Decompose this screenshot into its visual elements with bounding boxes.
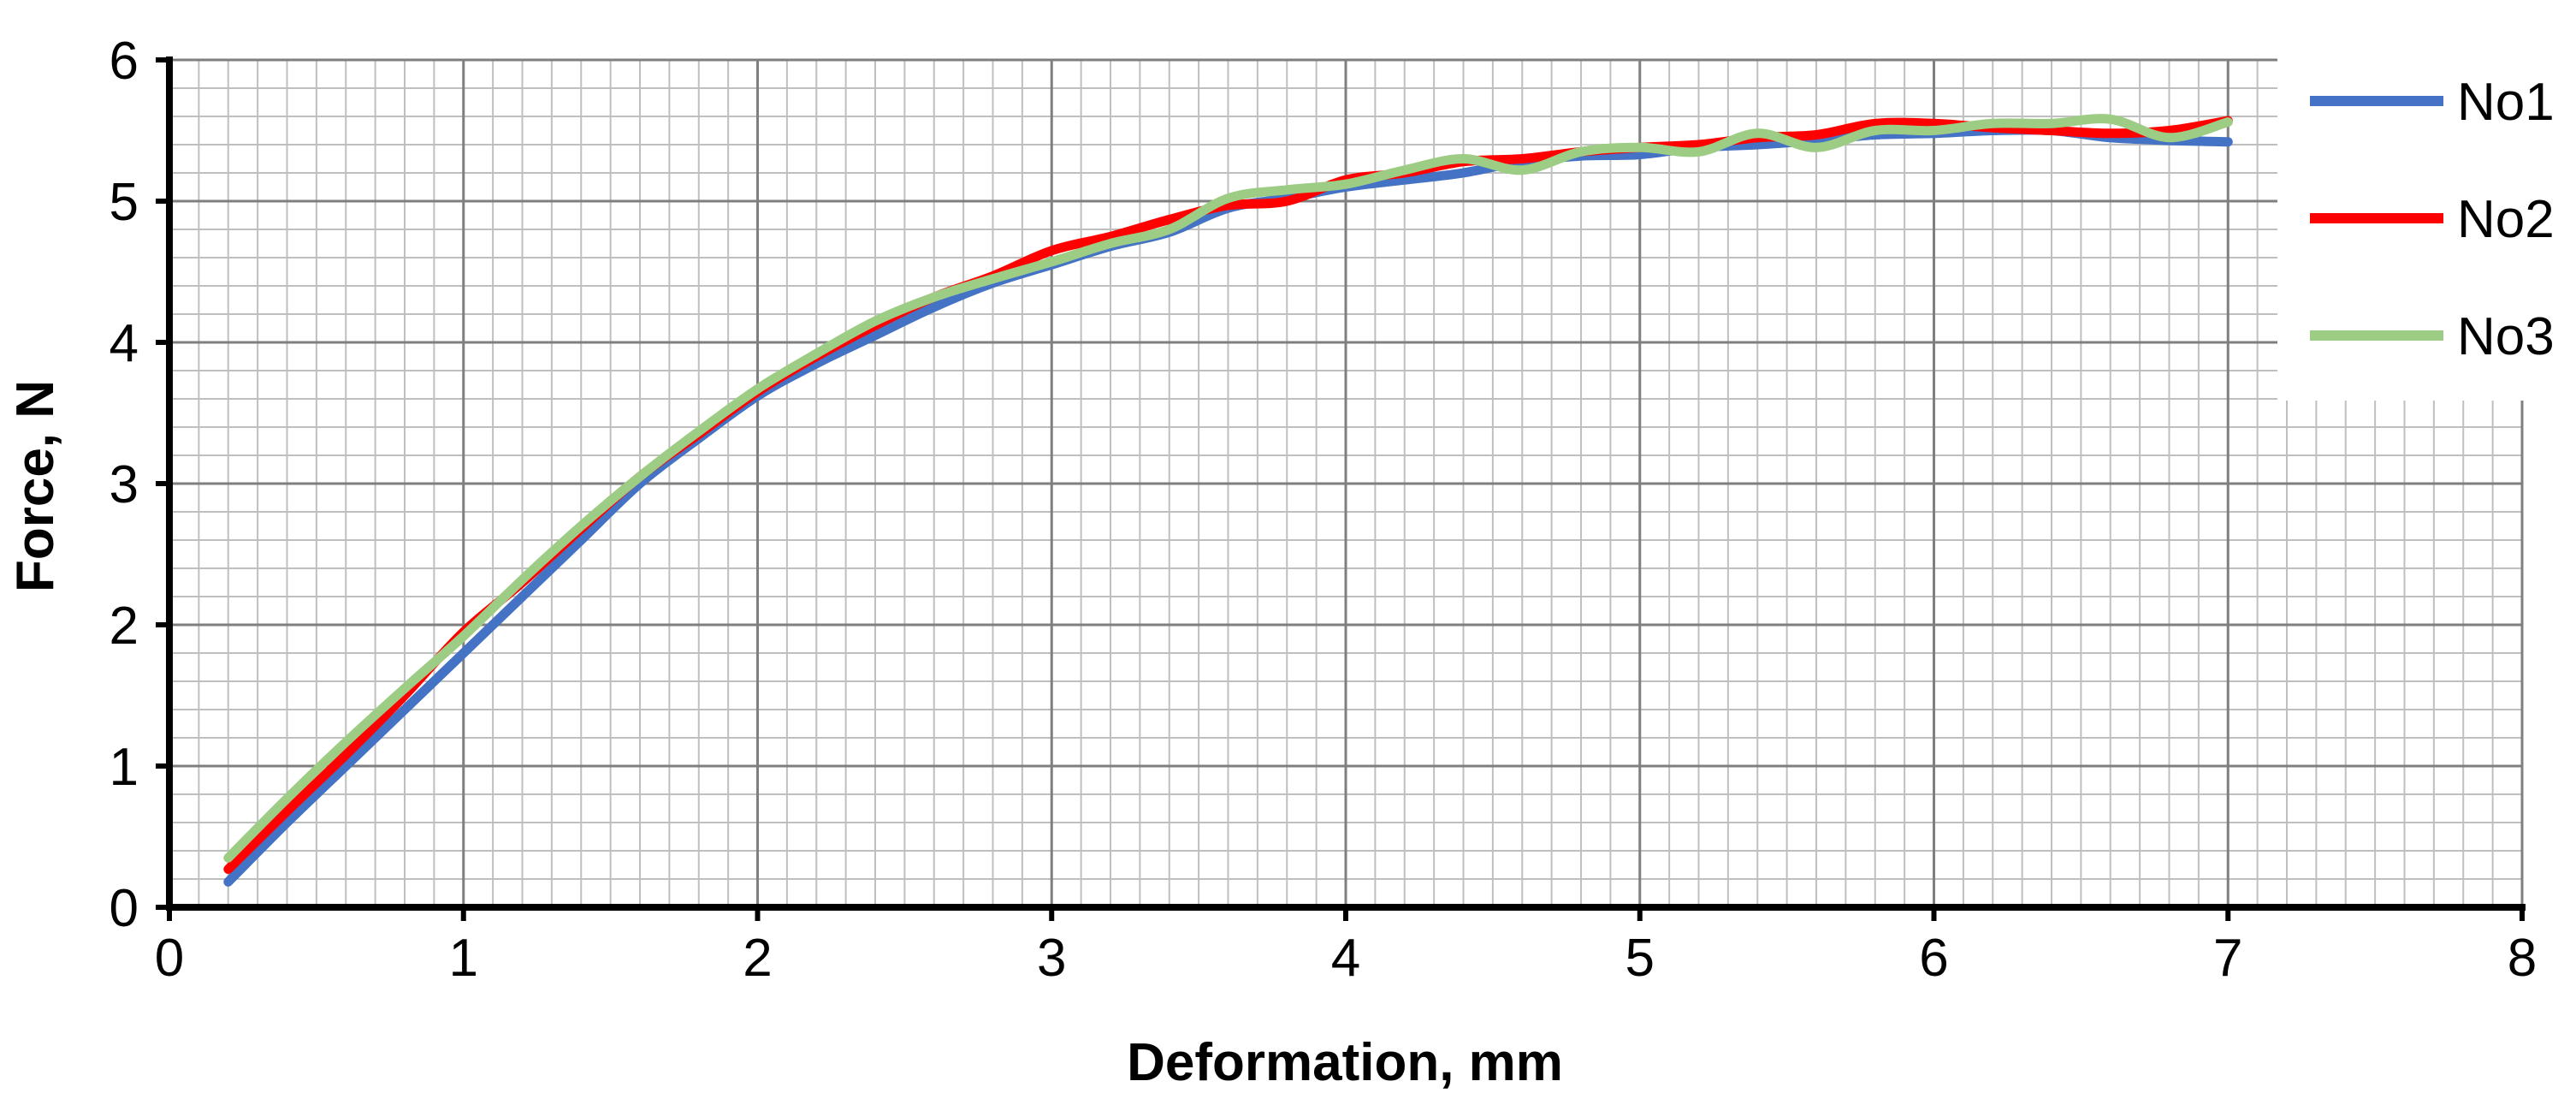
x-tick-label: 8 (2508, 929, 2537, 988)
series-lines (223, 114, 2233, 887)
y-tick-labels: 0 1 2 3 4 5 6 (110, 32, 139, 938)
y-axis-title: Force, N (6, 380, 65, 592)
legend-label-no2: No2 (2457, 190, 2555, 249)
x-tick-label: 7 (2213, 929, 2242, 988)
y-tick-label: 1 (110, 738, 139, 797)
y-tick-label: 5 (110, 173, 139, 232)
legend: No1 No2 No3 (2310, 73, 2555, 366)
y-tick-label: 3 (110, 455, 139, 514)
x-tick-label: 0 (155, 929, 184, 988)
x-tick-label: 1 (449, 929, 478, 988)
axes (156, 56, 2526, 921)
x-axis-title: Deformation, mm (1127, 1033, 1563, 1092)
legend-label-no1: No1 (2457, 73, 2555, 132)
y-tick-label: 0 (110, 879, 139, 938)
x-tick-label: 4 (1331, 929, 1360, 988)
x-tick-label: 5 (1626, 929, 1655, 988)
x-tick-label: 3 (1037, 929, 1066, 988)
series-line-no3 (223, 114, 2233, 863)
major-gridlines (169, 58, 2524, 907)
y-tick-label: 2 (110, 597, 139, 656)
x-tick-labels: 0 1 2 3 4 5 6 7 8 (155, 929, 2537, 988)
legend-label-no3: No3 (2457, 307, 2555, 366)
y-tick-label: 6 (110, 32, 139, 91)
x-tick-label: 2 (743, 929, 772, 988)
y-tick-label: 4 (110, 314, 139, 373)
x-tick-label: 6 (1919, 929, 1948, 988)
